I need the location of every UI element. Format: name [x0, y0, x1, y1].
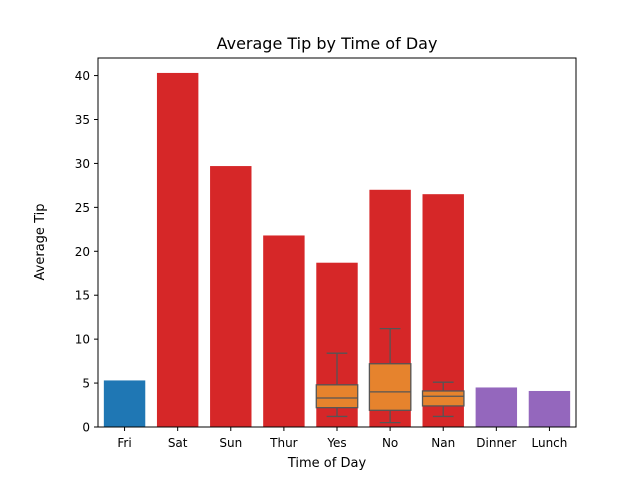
x-tick-label: Sat: [168, 436, 188, 450]
chart-title: Average Tip by Time of Day: [217, 34, 438, 53]
x-tick-label: No: [382, 436, 398, 450]
y-tick-label: 40: [75, 69, 90, 83]
x-tick-label: Sun: [219, 436, 242, 450]
x-tick-label: Nan: [431, 436, 455, 450]
y-tick-label: 30: [75, 157, 90, 171]
y-tick-label: 25: [75, 201, 90, 215]
boxplot-box: [421, 390, 465, 407]
bar-lunch: [528, 390, 571, 427]
x-tick-label: Lunch: [531, 436, 567, 450]
y-tick-label: 20: [75, 245, 90, 259]
y-tick-label: 5: [82, 377, 90, 391]
bar-sat: [156, 72, 199, 427]
boxplot-box: [368, 363, 412, 411]
bar-dinner: [475, 387, 518, 427]
y-axis-label: Average Tip: [33, 204, 48, 281]
y-tick-label: 35: [75, 113, 90, 127]
bar-thur: [263, 235, 305, 427]
y-tick-label: 15: [75, 289, 90, 303]
x-axis-label: Time of Day: [287, 456, 367, 471]
bar-sun: [210, 166, 252, 428]
x-tick-label: Fri: [117, 436, 131, 450]
x-tick-label: Dinner: [476, 436, 516, 450]
boxplot-no: [368, 327, 412, 424]
boxplot-nan: [421, 381, 465, 418]
boxplot-box: [315, 384, 359, 409]
y-tick-label: 10: [75, 333, 90, 347]
bar-fri: [103, 380, 146, 427]
x-tick-label: Yes: [326, 436, 346, 450]
axes-layer: 0 5 10 15 20 25 30 35 40 Fri Sat Sun Thur Yes No Nan Din…: [75, 57, 577, 450]
y-tick-label: 0: [82, 421, 90, 435]
x-tick-label: Thur: [269, 436, 298, 450]
boxplot-yes: [315, 352, 359, 418]
boxplot-layer: [315, 327, 465, 424]
